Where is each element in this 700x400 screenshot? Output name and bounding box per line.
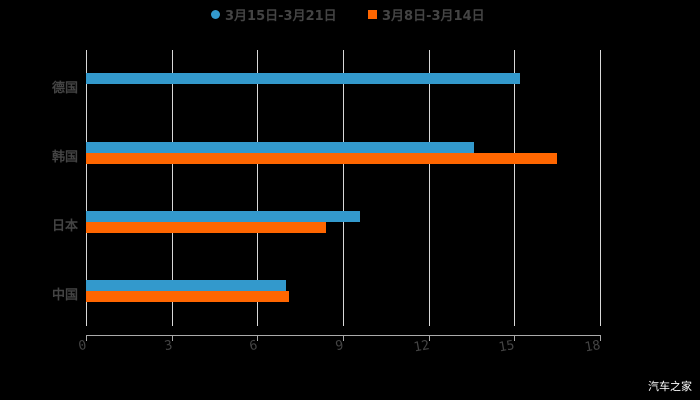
gridline — [514, 50, 516, 326]
watermark: 汽车之家 — [648, 380, 692, 393]
gridline — [86, 50, 87, 326]
legend-circle-icon — [211, 9, 220, 19]
x-tick-label: 15 — [497, 338, 516, 356]
bar-series-1[interactable] — [86, 211, 361, 222]
x-tick — [86, 335, 87, 341]
category-label: 韩国 — [51, 150, 78, 165]
category-label: 德国 — [51, 81, 78, 96]
legend-square-icon — [368, 9, 377, 19]
bar-series-1[interactable] — [86, 73, 521, 84]
x-tick-label: 12 — [412, 338, 431, 356]
x-tick — [600, 335, 601, 341]
gridline — [257, 50, 259, 326]
category-label: 中国 — [51, 288, 78, 303]
x-tick-label: 18 — [583, 338, 602, 356]
x-tick — [257, 335, 259, 341]
chart-legend: 3月15日-3月21日 3月8日-3月14日 — [0, 4, 700, 24]
x-tick-label: 9 — [334, 338, 345, 355]
x-tick-label: 3 — [162, 338, 174, 355]
bar-series-2[interactable] — [86, 153, 558, 164]
x-tick — [343, 335, 344, 341]
bar-series-1[interactable] — [86, 142, 475, 153]
legend-label: 3月8日-3月14日 — [382, 8, 485, 24]
gridline — [600, 50, 601, 326]
bar-series-1[interactable] — [86, 280, 286, 291]
x-tick-label: 6 — [248, 338, 259, 355]
plot-area — [86, 50, 601, 326]
x-tick — [514, 335, 516, 341]
x-tick — [171, 335, 173, 341]
legend-item-series-2[interactable]: 3月8日-3月14日 — [368, 4, 485, 24]
legend-label: 3月15日-3月21日 — [225, 8, 337, 24]
gridline — [343, 50, 344, 326]
legend-item-series-1[interactable]: 3月15日-3月21日 — [211, 4, 337, 24]
x-tick — [428, 335, 430, 341]
gridline — [428, 50, 430, 326]
bar-series-2[interactable] — [86, 291, 289, 302]
gridline — [171, 50, 173, 326]
category-label: 日本 — [51, 219, 78, 234]
bar-series-2[interactable] — [86, 222, 326, 233]
x-tick-label: 0 — [77, 338, 88, 355]
